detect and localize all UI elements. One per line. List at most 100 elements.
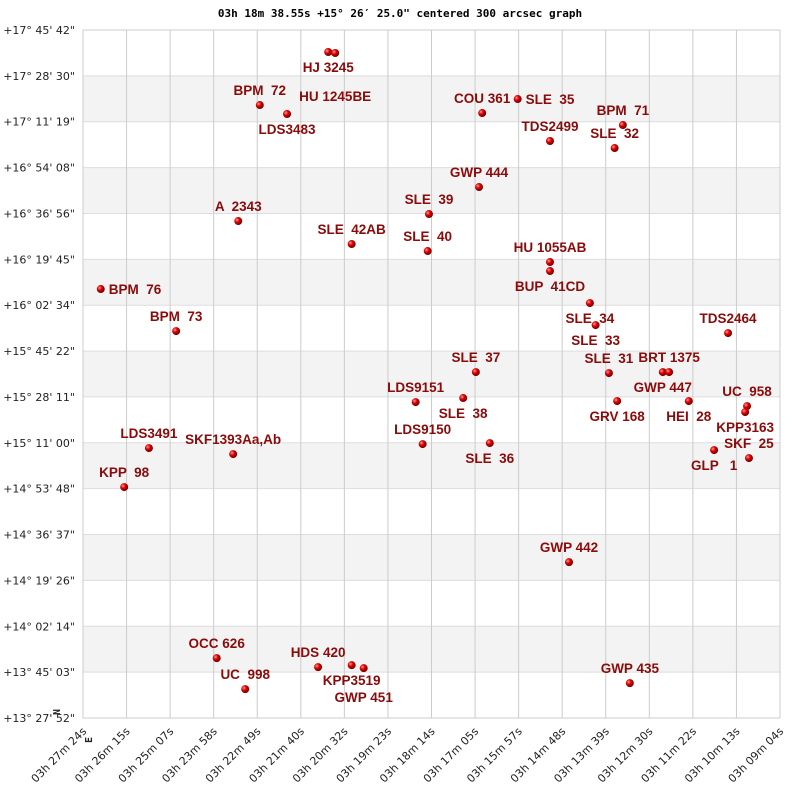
star-label: KPP 98 xyxy=(99,465,150,480)
star-label: BPM 72 xyxy=(234,83,287,98)
star-label: TDS2464 xyxy=(700,311,758,326)
y-tick-label: +16° 36' 56" xyxy=(3,207,75,220)
star-label: GWP 447 xyxy=(634,380,692,395)
star-label: SLE 36 xyxy=(465,451,514,466)
star-label: HU 1055AB xyxy=(514,240,587,255)
star-label: BPM 71 xyxy=(597,103,650,118)
star-point xyxy=(96,285,105,294)
star-label: OCC 626 xyxy=(189,636,246,651)
star-label: SLE 33 xyxy=(571,333,620,348)
star-label: GRV 168 xyxy=(590,409,646,424)
y-tick-label: +16° 54' 08" xyxy=(3,162,75,175)
east-marker: E xyxy=(84,737,95,743)
star-point xyxy=(744,454,753,463)
star-label: GWP 444 xyxy=(450,165,509,180)
star-point xyxy=(359,664,368,673)
y-tick-label: +13° 45' 03" xyxy=(3,666,75,679)
star-point xyxy=(418,440,427,449)
star-label: SLE 42AB xyxy=(318,222,387,237)
star-point xyxy=(545,267,554,276)
star-point xyxy=(618,121,627,130)
star-label: GLP 1 xyxy=(691,458,738,473)
star-point xyxy=(172,327,181,336)
star-point xyxy=(283,110,292,119)
star-point xyxy=(545,137,554,146)
plot-frame xyxy=(82,29,781,719)
star-point xyxy=(710,446,719,455)
star-label: HJ 3245 xyxy=(303,60,355,75)
star-point xyxy=(423,247,432,256)
star-point xyxy=(241,685,250,694)
star-label: BPM 76 xyxy=(109,282,162,297)
star-point xyxy=(331,48,340,57)
star-point xyxy=(478,109,487,118)
star-label: KPP3519 xyxy=(323,673,381,688)
star-label: LDS3483 xyxy=(259,122,317,137)
chart-title: 03h 18m 38.55s +15° 26′ 25.0" centered 3… xyxy=(218,7,582,20)
star-label: SKF1393Aa,Ab xyxy=(185,432,281,447)
star-point xyxy=(255,101,264,110)
y-tick-label: +14° 36' 37" xyxy=(3,529,75,542)
star-label: SLE 32 xyxy=(590,126,639,141)
star-point xyxy=(347,661,356,670)
star-point xyxy=(120,483,129,492)
star-label: GWP 435 xyxy=(601,661,660,676)
y-tick-label: +17° 45' 42" xyxy=(3,24,75,37)
star-label: COU 361 xyxy=(454,91,511,106)
y-tick-label: +16° 19' 45" xyxy=(3,253,75,266)
star-point xyxy=(665,368,674,377)
star-point xyxy=(743,402,752,411)
star-point xyxy=(471,368,480,377)
y-tick-label: +15° 28' 11" xyxy=(3,391,75,404)
y-tick-label: +17° 11' 19" xyxy=(3,116,75,129)
star-label: HU 1245BE xyxy=(299,89,371,104)
star-point xyxy=(625,679,634,688)
star-point xyxy=(475,183,484,192)
star-point xyxy=(424,210,433,219)
star-label: TDS2499 xyxy=(521,119,578,134)
star-point xyxy=(613,397,622,406)
y-tick-label: +17° 28' 30" xyxy=(3,70,75,83)
star-label: SLE 31 xyxy=(585,351,634,366)
star-point xyxy=(411,398,420,407)
star-point xyxy=(513,95,522,104)
star-point xyxy=(585,299,594,308)
star-label: BRT 1375 xyxy=(638,350,700,365)
star-point xyxy=(459,394,468,403)
star-point xyxy=(604,369,613,378)
star-label: BPM 73 xyxy=(150,309,203,324)
star-label: SLE 35 xyxy=(526,92,575,107)
star-point xyxy=(591,321,600,330)
star-point xyxy=(485,439,494,448)
star-point xyxy=(545,258,554,267)
star-label: BUP 41CD xyxy=(515,279,586,294)
y-tick-label: +14° 19' 26" xyxy=(3,574,75,587)
star-point xyxy=(347,240,356,249)
star-label: A 2343 xyxy=(215,199,262,214)
star-point xyxy=(724,329,733,338)
y-tick-label: +16° 02' 34" xyxy=(3,299,75,312)
star-label: LDS9150 xyxy=(394,422,451,437)
y-tick-label: +14° 53' 48" xyxy=(3,483,75,496)
star-label: LDS9151 xyxy=(387,380,445,395)
star-point xyxy=(564,558,573,567)
star-label: HDS 420 xyxy=(291,645,346,660)
star-point xyxy=(610,144,619,153)
star-label: GWP 442 xyxy=(540,540,598,555)
y-tick-label: +13° 27' 52" xyxy=(3,712,75,725)
star-point xyxy=(314,663,323,672)
star-label: SLE 34 xyxy=(566,311,615,326)
star-point xyxy=(658,368,667,377)
star-label: SLE 38 xyxy=(439,406,488,421)
star-point xyxy=(324,48,333,57)
star-label: UC 998 xyxy=(220,667,270,682)
star-label: SLE 40 xyxy=(403,229,452,244)
star-label: GWP 451 xyxy=(335,690,394,705)
y-tick-label: +15° 45' 22" xyxy=(3,345,75,358)
star-point xyxy=(234,217,243,226)
star-point xyxy=(229,450,238,459)
star-label: KPP3163 xyxy=(716,420,774,435)
y-tick-label: +14° 02' 14" xyxy=(3,620,75,633)
y-tick-label: +15° 11' 00" xyxy=(3,437,75,450)
